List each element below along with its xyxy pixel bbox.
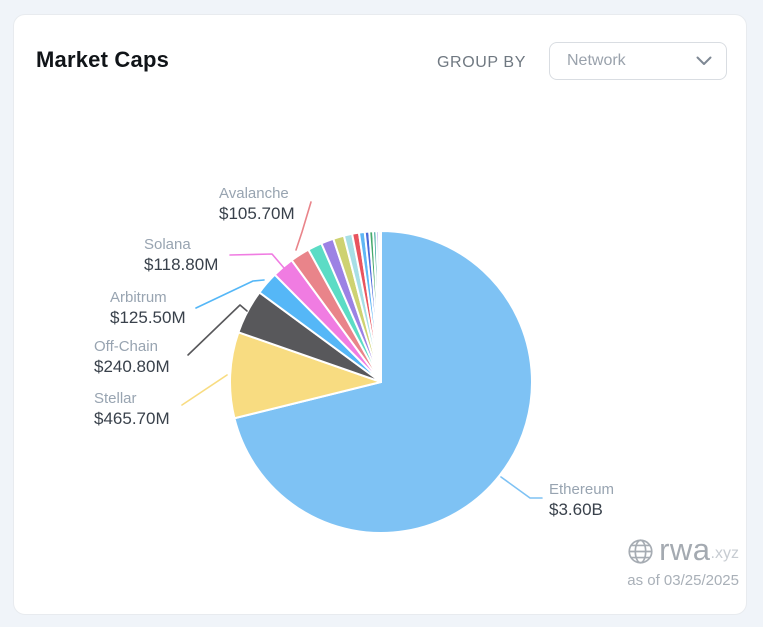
leader-line-ethereum: [500, 476, 543, 499]
as-of-date: as of 03/25/2025: [627, 572, 739, 589]
pie-slice-small-16[interactable]: [377, 229, 382, 383]
page-title: Market Caps: [36, 47, 170, 72]
leader-line-solana: [229, 253, 285, 269]
leader-line-stellar: [181, 374, 228, 406]
globe-icon: [628, 538, 653, 564]
brand-suffix: .xyz: [710, 545, 739, 562]
brand-row: rwa .xyz: [627, 533, 739, 567]
group-by-dropdown[interactable]: Network: [549, 42, 727, 80]
watermark: rwa .xyz as of 03/25/2025: [627, 533, 739, 590]
chevron-down-icon: [696, 56, 712, 65]
group-by-label: GROUP BY: [437, 54, 526, 71]
pie-slice-ethereum[interactable]: [233, 230, 533, 534]
leader-line-avalanche: [295, 201, 312, 251]
dropdown-selected-value: Network: [567, 52, 626, 69]
brand-name: rwa: [659, 532, 711, 567]
pie-slice-stellar[interactable]: [229, 331, 382, 420]
leader-line-off-chain: [187, 304, 248, 356]
leader-line-arbitrum: [195, 279, 265, 309]
